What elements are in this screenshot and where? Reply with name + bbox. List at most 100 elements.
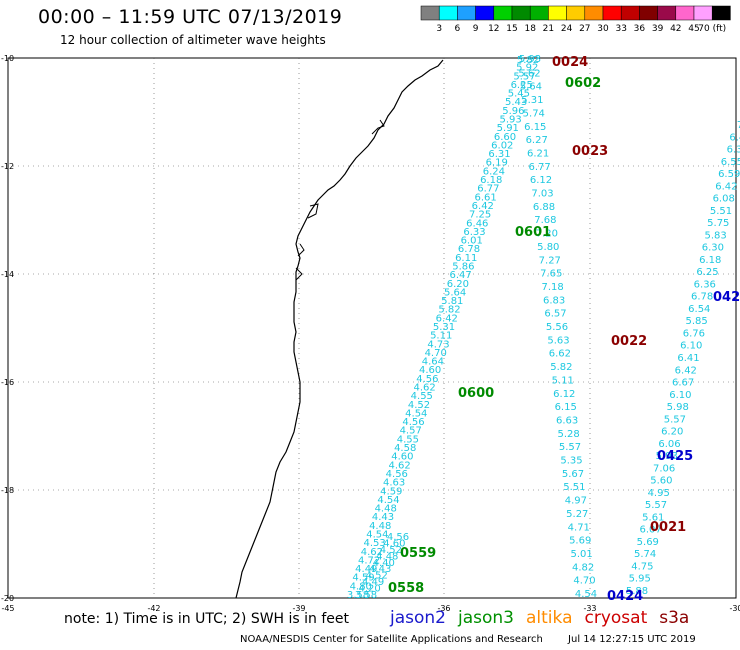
wave-height-value: 4.49 [362, 577, 384, 588]
colorbar-tick-label: 24 [561, 24, 573, 33]
wave-height-value: 6.83 [543, 295, 565, 306]
wave-height-value: 5.31 [521, 95, 543, 106]
wave-height-value: 6.78 [458, 244, 480, 255]
wave-height-value: 6.27 [526, 135, 548, 146]
longitude-tick-label: -30 [729, 604, 740, 613]
wave-height-value: 6.67 [672, 378, 694, 389]
wave-height-value: 7.68 [534, 215, 556, 226]
wave-height-value: 6.33 [463, 227, 485, 238]
pass-time-label: 0600 [458, 386, 494, 401]
wave-height-value: 6.59 [718, 169, 740, 180]
wave-height-value: 4.62 [388, 460, 410, 471]
wave-height-value: 5.57 [645, 500, 667, 511]
colorbar-tick-label: 15 [506, 24, 517, 33]
wave-height-value: 4.52 [380, 545, 402, 556]
wave-height-value: 7.27 [539, 255, 561, 266]
wave-height-value: 4.70 [573, 576, 595, 587]
pass-time-label: 0021 [650, 520, 686, 535]
wave-height-value: 4.52 [408, 400, 430, 411]
wave-height-value: 6.18 [699, 255, 721, 266]
latitude-tick-label: -18 [1, 486, 14, 495]
wave-height-value: 5.96 [502, 106, 524, 117]
pass-time-label: 0424 [607, 589, 643, 604]
footnote: note: 1) Time is in UTC; 2) SWH is in fe… [64, 611, 350, 627]
wave-height-value: 5.01 [570, 549, 592, 560]
wave-height-value: 6.61 [474, 192, 496, 203]
latitude-tick-label: -10 [1, 54, 14, 63]
wave-height-value: 4.59 [380, 486, 402, 497]
satellite-legend-altika: altika [526, 608, 573, 628]
wave-height-value: 5.56 [546, 322, 568, 333]
wave-height-value: 5.88 [626, 586, 648, 597]
wave-height-value: 6.21 [527, 149, 549, 160]
wave-height-value: 5.75 [707, 218, 729, 229]
colorbar-tick-label: 18 [524, 24, 536, 33]
colorbar-tick-label: 45 [688, 24, 699, 33]
wave-height-value: 5.11 [552, 375, 574, 386]
wave-height-value: 5.27 [566, 509, 588, 520]
wave-height-value: 4.57 [400, 426, 422, 437]
wave-height-value: 6.62 [549, 349, 571, 360]
wave-height-value: 4.70 [425, 348, 447, 359]
wave-height-value: 4.60 [391, 452, 413, 463]
wave-height-value: 6.57 [544, 309, 566, 320]
wave-height-value: 4.56 [386, 469, 408, 480]
wave-height-value: 6.47 [449, 270, 471, 281]
map-grid [7, 57, 737, 599]
wave-height-value: 6.88 [533, 202, 555, 213]
latitude-tick-label: -14 [1, 270, 14, 279]
wave-height-value: 4.73 [427, 339, 449, 350]
wave-height-value: 6.55 [721, 157, 740, 168]
wave-height-value: 5.35 [560, 456, 582, 467]
pass-time-label: 0602 [565, 76, 601, 91]
axis-labels: -10 -12 -14 -16 -18 -20-45 -42 -39 -36 -33 -30 [1, 54, 740, 613]
wave-height-value: 4.71 [568, 522, 590, 533]
pass-time-label: 042 [713, 290, 740, 305]
pass-time-label: 0024 [552, 55, 588, 70]
wave-height-value: 5.63 [547, 335, 569, 346]
wave-height-value: 4.82 [572, 562, 594, 573]
longitude-tick-label: -33 [583, 604, 596, 613]
wave-height-value: 7 [737, 120, 740, 131]
wave-height-value: 6.31 [488, 149, 510, 160]
wave-height-value: 5.81 [441, 296, 463, 307]
wave-height-value: 4.62 [361, 547, 383, 558]
wave-height-value: 5.91 [497, 123, 519, 134]
wave-height-value: 4.48 [369, 521, 391, 532]
map-frame [7, 57, 737, 599]
satellite-legend-s3a: s3a [659, 608, 690, 628]
wave-height-value: 6.25 [696, 267, 718, 278]
wave-height-value: 6.4 [729, 132, 740, 143]
wave-height-value: 6.63 [556, 415, 578, 426]
wave-height-value: 5.57 [664, 414, 686, 425]
wave-height-value: 5.11 [430, 331, 452, 342]
wave-height-value: 3.58 [347, 590, 369, 601]
wave-height-value: 5.67 [562, 469, 584, 480]
wave-height-value: 5.51 [563, 482, 585, 493]
wave-height-value: 6.60 [494, 132, 516, 143]
wave-height-value: 4.56 [387, 532, 409, 543]
wave-height-value: 4.48 [375, 504, 397, 515]
wave-height-value: 6.77 [528, 162, 550, 173]
wave-height-value: 4.54 [366, 530, 388, 541]
wave-height-value: 6.12 [530, 175, 552, 186]
wave-height-value: 4.63 [383, 478, 405, 489]
wave-height-value: 6.15 [524, 122, 546, 133]
wave-height-value: 4.52 [366, 571, 388, 582]
latitude-tick-label: -20 [1, 594, 14, 603]
wave-height-value: 7.20 [536, 229, 558, 240]
wave-height-value: 4.80 [350, 581, 372, 592]
wave-height-value: 6.11 [455, 253, 477, 264]
wave-height-value: 4.55 [397, 434, 419, 445]
wave-height-value: 5.93 [499, 115, 521, 126]
wave-height-value: 6.15 [555, 402, 577, 413]
wave-height-value: 7.18 [541, 282, 563, 293]
wave-height-value: 4.54 [575, 589, 597, 600]
pass-labels: 0024 0602 0023 0601 0022 0600 0425 042 0021 0559 0… [388, 55, 740, 604]
wave-height-value: 6.54 [688, 304, 710, 315]
wave-height-value: 6.19 [486, 158, 508, 169]
wave-height-value: 3.58 [355, 590, 377, 601]
wave-height-value: 4.72 [358, 555, 380, 566]
wave-height-value: 4.59 [352, 573, 374, 584]
